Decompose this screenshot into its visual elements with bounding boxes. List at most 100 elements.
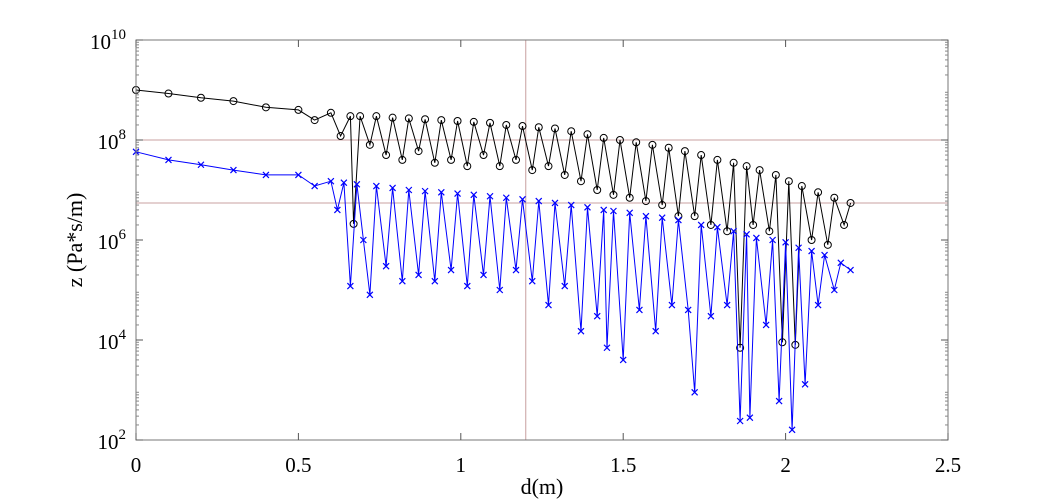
data-point bbox=[327, 177, 335, 185]
data-point bbox=[658, 214, 666, 222]
y-tick-label: 1010 bbox=[90, 27, 126, 54]
data-point bbox=[340, 179, 348, 187]
data-point bbox=[593, 186, 602, 194]
data-point bbox=[469, 117, 478, 126]
y-tick-label: 102 bbox=[98, 427, 127, 454]
data-point bbox=[512, 155, 521, 164]
data-point bbox=[479, 151, 488, 160]
data-point bbox=[632, 138, 641, 147]
data-point bbox=[807, 236, 816, 244]
data-point bbox=[619, 356, 627, 364]
data-point bbox=[502, 120, 511, 129]
data-point bbox=[356, 112, 365, 121]
data-point bbox=[561, 282, 569, 290]
data-point bbox=[697, 221, 705, 229]
y-tick-label: 104 bbox=[98, 327, 127, 354]
data-point bbox=[691, 388, 699, 396]
data-point bbox=[830, 193, 839, 202]
data-point bbox=[421, 115, 430, 124]
data-point bbox=[743, 230, 751, 238]
data-point bbox=[534, 123, 543, 132]
data-point bbox=[470, 191, 478, 199]
data-point bbox=[668, 301, 676, 309]
data-point bbox=[414, 147, 423, 156]
data-point bbox=[797, 182, 806, 191]
data-point bbox=[664, 143, 673, 152]
data-point bbox=[577, 327, 585, 335]
data-point bbox=[372, 182, 380, 190]
data-point bbox=[430, 158, 439, 167]
data-point bbox=[336, 132, 345, 141]
data-point bbox=[495, 162, 504, 171]
data-point bbox=[615, 136, 624, 144]
data-point bbox=[846, 198, 855, 207]
data-point bbox=[584, 203, 591, 211]
data-point bbox=[837, 259, 845, 267]
series-0 bbox=[132, 86, 855, 352]
data-point bbox=[262, 171, 270, 179]
data-point bbox=[625, 193, 634, 202]
data-point bbox=[311, 182, 319, 190]
data-point bbox=[814, 301, 822, 309]
data-point bbox=[486, 192, 494, 200]
data-point bbox=[261, 103, 270, 112]
data-point bbox=[366, 291, 374, 299]
data-point bbox=[576, 177, 585, 186]
data-point bbox=[519, 195, 526, 203]
data-point bbox=[365, 140, 374, 149]
data-point bbox=[463, 162, 472, 171]
data-point bbox=[742, 162, 751, 171]
data-point bbox=[486, 118, 495, 127]
data-point bbox=[652, 327, 660, 335]
data-point bbox=[769, 236, 777, 244]
data-point bbox=[771, 170, 780, 179]
data-point bbox=[528, 277, 536, 285]
data-point bbox=[713, 155, 722, 164]
data-point bbox=[196, 93, 205, 102]
data-point bbox=[372, 112, 381, 121]
data-point bbox=[778, 338, 787, 347]
x-tick-label: 2 bbox=[780, 453, 791, 477]
data-point bbox=[795, 244, 803, 252]
data-point bbox=[749, 220, 758, 229]
data-point bbox=[821, 251, 829, 259]
data-point bbox=[551, 199, 559, 207]
data-point bbox=[762, 321, 770, 329]
data-point bbox=[349, 219, 358, 228]
data-point bbox=[560, 170, 569, 179]
data-point bbox=[567, 127, 576, 136]
data-point bbox=[164, 89, 173, 98]
data-point bbox=[421, 187, 429, 195]
data-point bbox=[600, 206, 608, 214]
y-tick-label: 108 bbox=[98, 127, 127, 154]
data-point bbox=[545, 301, 552, 309]
data-point bbox=[641, 197, 650, 206]
data-point bbox=[593, 312, 601, 320]
data-point bbox=[609, 190, 618, 199]
data-point bbox=[398, 277, 406, 285]
data-point bbox=[398, 155, 407, 164]
data-point bbox=[229, 97, 238, 106]
data-point bbox=[333, 206, 341, 214]
x-tick-label: 1.5 bbox=[610, 453, 636, 477]
x-tick-label: 1 bbox=[456, 453, 467, 477]
series-line bbox=[135, 89, 852, 348]
data-point bbox=[610, 207, 617, 215]
data-point bbox=[782, 238, 790, 246]
data-point bbox=[431, 277, 439, 285]
data-point bbox=[382, 262, 390, 270]
data-point bbox=[437, 116, 446, 125]
data-point bbox=[453, 116, 462, 125]
data-point bbox=[626, 209, 634, 217]
data-point bbox=[567, 201, 575, 209]
data-point bbox=[165, 156, 172, 164]
data-point bbox=[447, 155, 456, 164]
data-point bbox=[847, 266, 854, 274]
data-point bbox=[729, 158, 738, 167]
data-point bbox=[346, 112, 355, 121]
data-point bbox=[684, 306, 692, 314]
data-point bbox=[808, 247, 816, 255]
data-point bbox=[463, 282, 471, 290]
data-point bbox=[680, 147, 689, 156]
